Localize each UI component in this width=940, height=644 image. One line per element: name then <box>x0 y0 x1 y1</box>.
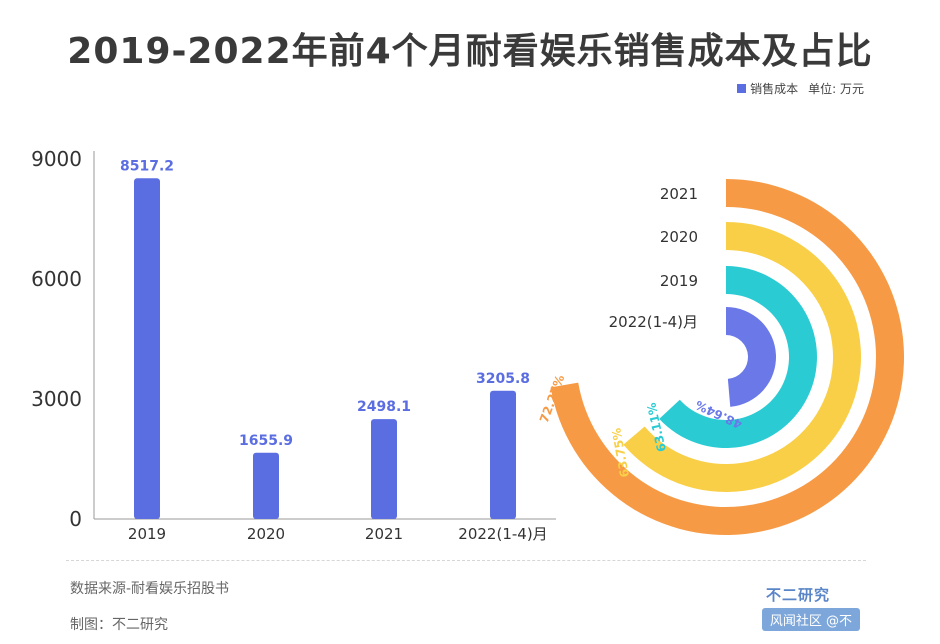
author-note: 制图：不二研究 <box>70 617 168 633</box>
unit-label: 单位: 万元 <box>808 82 864 96</box>
legend-item-cost: 销售成本 <box>737 80 798 97</box>
y-tick-label: 9000 <box>31 147 82 171</box>
radial-category-label: 2019 <box>660 272 698 290</box>
radial-category-label: 2021 <box>660 185 698 203</box>
bar-value-label: 8517.2 <box>120 158 174 174</box>
bar-value-label: 2498.1 <box>357 399 411 415</box>
radial-bar <box>726 307 777 407</box>
radial-category-label: 2022(1-4)月 <box>609 313 698 331</box>
bar <box>134 178 160 519</box>
bar-value-label: 1655.9 <box>239 433 293 449</box>
bar-value-label: 3205.8 <box>476 371 530 387</box>
legend: 销售成本 单位: 万元 <box>737 80 864 97</box>
source-note: 数据来源-耐看娱乐招股书 <box>70 581 230 597</box>
bar <box>253 452 279 519</box>
legend-label: 销售成本 <box>750 82 799 96</box>
x-tick-label: 2020 <box>247 525 285 543</box>
y-tick-label: 6000 <box>31 267 82 291</box>
divider <box>66 560 866 561</box>
legend-swatch <box>737 84 747 93</box>
x-tick-label: 2021 <box>365 525 403 543</box>
y-tick-label: 0 <box>69 507 82 531</box>
chart-title: 2019-2022年前4个月耐看娱乐销售成本及占比 <box>67 31 873 72</box>
bar-chart: 0 3000 6000 9000 8517.2 2019 1655.9 2020 2498.1 2… <box>31 147 556 543</box>
x-tick-label: 2019 <box>128 525 166 543</box>
radial-category-label: 2020 <box>660 228 698 246</box>
radial-bar <box>659 266 818 449</box>
radial-bar <box>623 222 861 493</box>
radial-chart: 202172.27%202063.75%201963.11%2022(1-4)月… <box>537 179 905 535</box>
brand-logo-text: 不二研究 <box>765 586 830 604</box>
y-tick-label: 3000 <box>31 387 82 411</box>
x-tick-label: 2022(1-4)月 <box>458 525 547 543</box>
bar <box>371 419 397 519</box>
community-badge: 风闻社区 @不 <box>761 608 860 631</box>
bar <box>490 390 516 519</box>
